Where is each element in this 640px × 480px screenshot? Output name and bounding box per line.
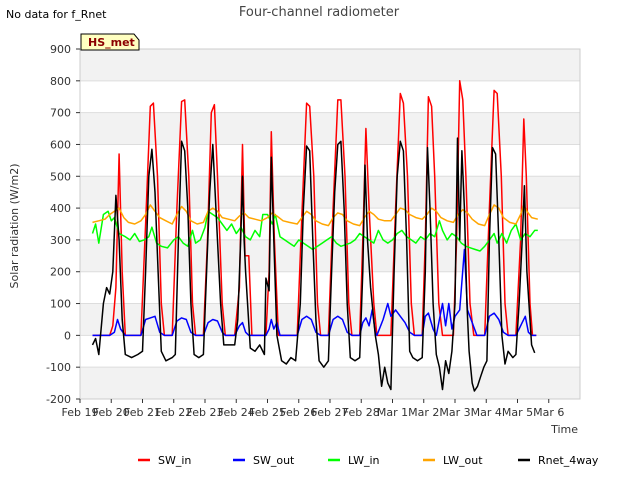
band <box>80 49 580 81</box>
y-tick-label: 800 <box>50 75 71 88</box>
y-tick-label: 0 <box>64 329 71 342</box>
x-tick-label: Feb 27 <box>312 406 349 419</box>
y-axis-title: Solar radiation (W/m2) <box>8 163 21 288</box>
legend-label: LW_out <box>443 454 483 467</box>
x-tick-label: Feb 19 <box>62 406 99 419</box>
series-line-rnet-4way <box>91 137 536 392</box>
y-tick-label: 200 <box>50 266 71 279</box>
x-tick-label: Mar 2 <box>408 406 439 419</box>
x-tick-label: Mar 6 <box>533 406 564 419</box>
legend-label: SW_out <box>253 454 295 467</box>
chart-title: Four-channel radiometer <box>239 5 400 20</box>
y-axis-ticks: -200 -100 0 100 200 300 400 500 600 700 800 900 <box>46 43 80 406</box>
legend-label: SW_in <box>158 454 191 467</box>
y-tick-label: -100 <box>46 361 71 374</box>
legend-label: Rnet_4way <box>538 454 599 467</box>
no-data-note: No data for f_Rnet <box>6 8 107 21</box>
x-tick-label: Feb 23 <box>187 406 224 419</box>
band <box>80 367 580 399</box>
series-lines <box>91 80 538 392</box>
band <box>80 239 580 272</box>
badge-label: HS_met <box>88 36 135 49</box>
x-tick-label: Mar 4 <box>471 406 502 419</box>
series-line-sw-in <box>92 80 537 337</box>
x-axis-title: Time <box>550 423 578 436</box>
band <box>80 112 580 145</box>
x-tick-label: Mar 5 <box>502 406 533 419</box>
y-tick-label: 900 <box>50 43 71 56</box>
y-tick-label: 700 <box>50 107 71 120</box>
x-tick-label: Feb 20 <box>93 406 130 419</box>
x-tick-label: Feb 21 <box>124 406 161 419</box>
y-tick-label: 100 <box>50 298 71 311</box>
hs-met-badge: HS_met <box>80 33 140 51</box>
x-tick-label: Mar 1 <box>377 406 408 419</box>
legend-label: LW_in <box>348 454 380 467</box>
x-tick-label: Mar 3 <box>439 406 470 419</box>
y-tick-label: 400 <box>50 202 71 215</box>
y-tick-label: -200 <box>46 393 71 406</box>
x-tick-label: Feb 24 <box>218 406 255 419</box>
x-tick-label: Feb 22 <box>155 406 192 419</box>
series-line-lw-out <box>92 204 538 227</box>
y-tick-label: 500 <box>50 170 71 183</box>
x-tick-label: Feb 26 <box>280 406 317 419</box>
legend: SW_in SW_out LW_in LW_out Rnet_4way <box>138 454 599 467</box>
y-tick-label: 600 <box>50 138 71 151</box>
y-tick-label: 300 <box>50 234 71 247</box>
x-tick-label: Feb 28 <box>343 406 380 419</box>
x-tick-label: Feb 25 <box>249 406 286 419</box>
